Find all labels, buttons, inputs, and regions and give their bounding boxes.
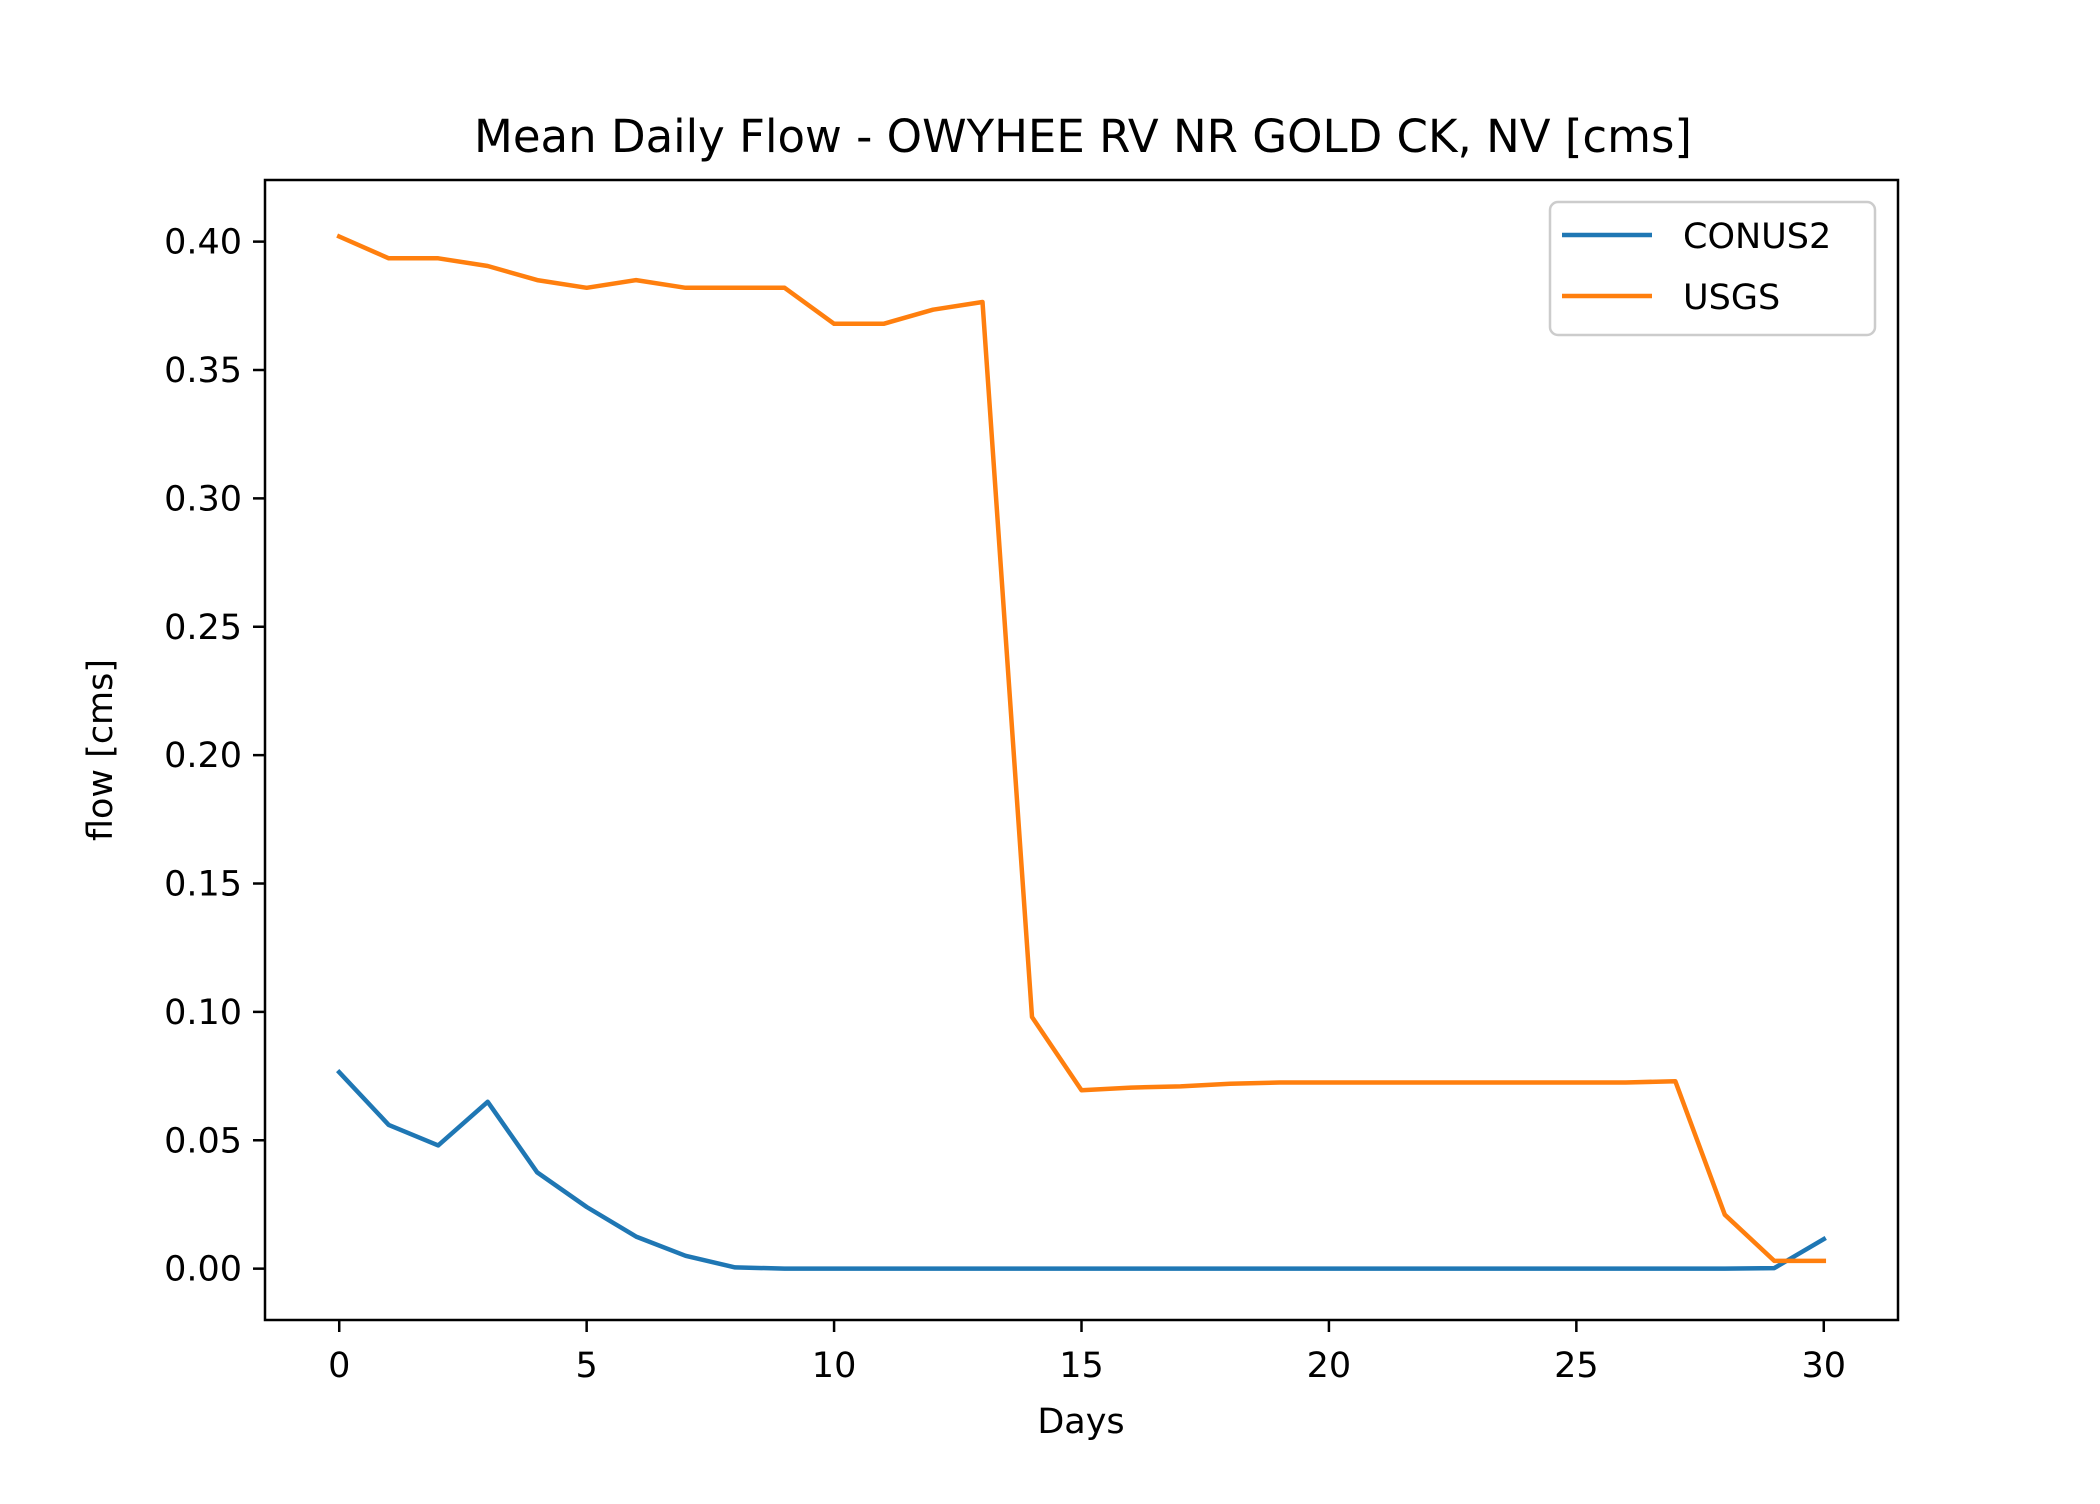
y-tick-label: 0.00: [164, 1250, 242, 1290]
x-tick-label: 15: [1059, 1346, 1104, 1386]
legend-label-conus2: CONUS2: [1683, 217, 1831, 257]
y-tick-label: 0.30: [164, 479, 242, 519]
x-tick-label: 0: [328, 1346, 350, 1386]
x-tick-label: 10: [812, 1346, 857, 1386]
y-axis: 0.00 0.05 0.10 0.15 0.20 0.25 0.30 0.35 0.40: [164, 223, 265, 1290]
legend: CONUS2 USGS: [1548, 200, 1877, 337]
x-axis: 0 5 10 15 20 25 30: [328, 1320, 1846, 1386]
x-axis-label: Days: [1037, 1402, 1124, 1442]
y-tick-label: 0.35: [164, 351, 242, 391]
y-tick-label: 0.25: [164, 608, 242, 648]
series-line-conus2: [336, 1069, 1827, 1271]
x-tick-label: 5: [576, 1346, 598, 1386]
plot-series: [336, 233, 1827, 1271]
y-tick-label: 0.05: [164, 1121, 242, 1161]
y-axis-label: flow [cms]: [81, 659, 121, 841]
x-tick-label: 30: [1801, 1346, 1846, 1386]
x-tick-label: 20: [1307, 1346, 1352, 1386]
y-tick-label: 0.15: [164, 865, 242, 905]
y-tick-label: 0.20: [164, 736, 242, 776]
y-tick-label: 0.40: [164, 223, 242, 263]
x-tick-label: 25: [1554, 1346, 1599, 1386]
y-tick-label: 0.10: [164, 993, 242, 1033]
chart-title: Mean Daily Flow - OWYHEE RV NR GOLD CK, …: [474, 110, 1692, 163]
series-line-usgs: [336, 233, 1827, 1264]
legend-label-usgs: USGS: [1683, 278, 1780, 318]
